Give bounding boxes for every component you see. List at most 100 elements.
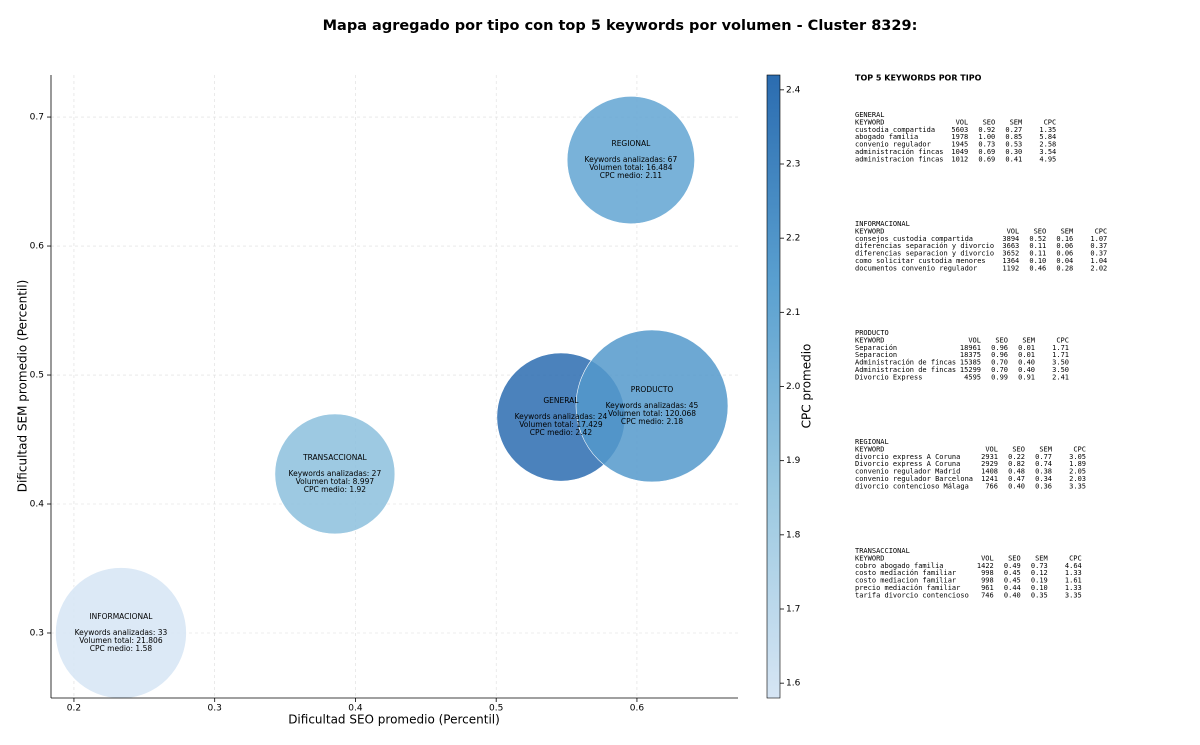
- table-cell: 0.48: [1008, 468, 1025, 476]
- table-cell: 1.33: [1065, 569, 1082, 577]
- table-cell: Divorcio Express: [855, 373, 922, 381]
- table-cell: 0.52: [1029, 235, 1046, 243]
- bubble-annotation: Volumen total: 8.997: [296, 477, 375, 486]
- table-cell: 1945: [951, 141, 968, 149]
- bubble-label: TRANSACCIONAL: [302, 453, 367, 462]
- table-cell: 0.22: [1008, 453, 1025, 461]
- bubble: [55, 567, 187, 699]
- table-cell: 1192: [1002, 264, 1019, 272]
- table-cell: Administracion de fincas: [855, 366, 956, 374]
- y-tick-label: 0.5: [30, 371, 44, 381]
- table-cell: 0.16: [1056, 235, 1073, 243]
- table-cell: Administración de fincas: [855, 359, 956, 367]
- x-tick-label: 0.4: [348, 704, 363, 714]
- table-cell: 0.53: [1005, 141, 1022, 149]
- column-header: KEYWORD: [855, 227, 885, 235]
- table-cell: 0.10: [1029, 257, 1046, 265]
- table-cell: 1978: [951, 133, 968, 141]
- block-name: PRODUCTO: [855, 329, 889, 337]
- table-cell: 0.27: [1005, 126, 1022, 134]
- column-header: CPC: [1044, 118, 1057, 126]
- table-cell: 1012: [951, 155, 968, 163]
- y-axis-label: Dificultad SEM promedio (Percentil): [16, 280, 30, 493]
- table-cell: 0.10: [1031, 584, 1048, 592]
- table-cell: 1.04: [1090, 257, 1107, 265]
- table-cell: costo mediacion familiar: [855, 577, 956, 585]
- x-tick-label: 0.6: [630, 704, 645, 714]
- table-cell: tarifa divorcio contencioso: [855, 591, 969, 599]
- bubble-annotation: CPC medio: 1.92: [304, 485, 367, 494]
- table-cell: 0.38: [1035, 468, 1052, 476]
- table-cell: 18961: [960, 344, 981, 352]
- table-cell: 0.49: [1004, 562, 1021, 570]
- table-cell: divorcio contencioso Málaga: [855, 482, 969, 490]
- table-cell: 0.01: [1018, 344, 1035, 352]
- column-header: SEO: [1012, 445, 1025, 453]
- table-cell: 0.28: [1056, 264, 1073, 272]
- bubble-label: PRODUCTO: [631, 385, 674, 394]
- column-header: SEO: [1008, 554, 1021, 562]
- column-header: SEO: [995, 336, 1008, 344]
- table-cell: administracion fincas: [855, 155, 944, 163]
- column-header: CPC: [1069, 554, 1082, 562]
- table-cell: costo mediación familiar: [855, 569, 956, 577]
- bubble-annotation: Keywords analizadas: 24: [515, 412, 608, 421]
- table-cell: 5.84: [1039, 133, 1056, 141]
- table-cell: precio mediación familiar: [855, 584, 960, 592]
- bubble-annotation: Keywords analizadas: 67: [585, 155, 678, 164]
- table-cell: 0.40: [1004, 591, 1021, 599]
- colorbar-tick-label: 1.8: [786, 530, 801, 540]
- table-cell: 0.99: [991, 373, 1008, 381]
- table-cell: Separacion: [855, 351, 897, 359]
- colorbar-tick-label: 2.3: [786, 160, 800, 170]
- table-cell: 3894: [1002, 235, 1019, 243]
- colorbar-tick-label: 2.4: [786, 85, 801, 95]
- table-cell: 0.70: [991, 366, 1008, 374]
- table-cell: 0.96: [991, 344, 1008, 352]
- bubble-annotation: CPC medio: 1.58: [90, 644, 153, 653]
- bubble-label: INFORMACIONAL: [89, 612, 153, 621]
- bubble-annotation: Keywords analizadas: 45: [606, 401, 699, 410]
- table-cell: 2931: [981, 453, 998, 461]
- bubble-annotation: Volumen total: 21.806: [79, 636, 163, 645]
- column-header: VOL: [956, 118, 969, 126]
- bubble-annotation: Keywords analizadas: 33: [75, 628, 168, 637]
- table-cell: 3.35: [1065, 591, 1082, 599]
- table-cell: 1.07: [1090, 235, 1107, 243]
- table-cell: 3663: [1002, 242, 1019, 250]
- column-header: CPC: [1073, 445, 1086, 453]
- block-name: GENERAL: [855, 111, 885, 119]
- column-header: KEYWORD: [855, 445, 885, 453]
- table-cell: administración fincas: [855, 148, 944, 156]
- bubble-annotation: CPC medio: 2.42: [530, 428, 593, 437]
- column-header: CPC: [1056, 336, 1069, 344]
- table-cell: 0.40: [1008, 482, 1025, 490]
- x-tick-label: 0.5: [489, 704, 503, 714]
- y-tick-label: 0.7: [30, 113, 44, 123]
- table-cell: 4595: [964, 373, 981, 381]
- y-tick-label: 0.3: [30, 628, 44, 638]
- bubble-label: REGIONAL: [611, 139, 651, 148]
- x-tick-label: 0.3: [208, 704, 222, 714]
- table-cell: diferencias separacion y divorcio: [855, 250, 994, 258]
- table-cell: 1.61: [1065, 577, 1082, 585]
- bubble: [274, 413, 396, 535]
- table-cell: 2929: [981, 460, 998, 468]
- column-header: SEO: [1034, 227, 1047, 235]
- colorbar-tick-label: 2.0: [786, 382, 801, 392]
- table-cell: 0.69: [978, 155, 995, 163]
- column-header: SEM: [1010, 118, 1023, 126]
- table-cell: Separación: [855, 344, 897, 352]
- table-cell: 1364: [1002, 257, 1019, 265]
- table-cell: consejos custodia compartida: [855, 235, 973, 243]
- table-cell: 1241: [981, 475, 998, 483]
- bubble-annotation: CPC medio: 2.18: [621, 417, 684, 426]
- table-cell: 0.30: [1005, 148, 1022, 156]
- table-cell: 1408: [981, 468, 998, 476]
- table-cell: 3.50: [1052, 359, 1069, 367]
- table-cell: 0.47: [1008, 475, 1025, 483]
- column-header: VOL: [981, 554, 994, 562]
- table-cell: 0.74: [1035, 460, 1052, 468]
- table-cell: 0.40: [1018, 359, 1035, 367]
- x-axis-label: Dificultad SEO promedio (Percentil): [288, 713, 500, 727]
